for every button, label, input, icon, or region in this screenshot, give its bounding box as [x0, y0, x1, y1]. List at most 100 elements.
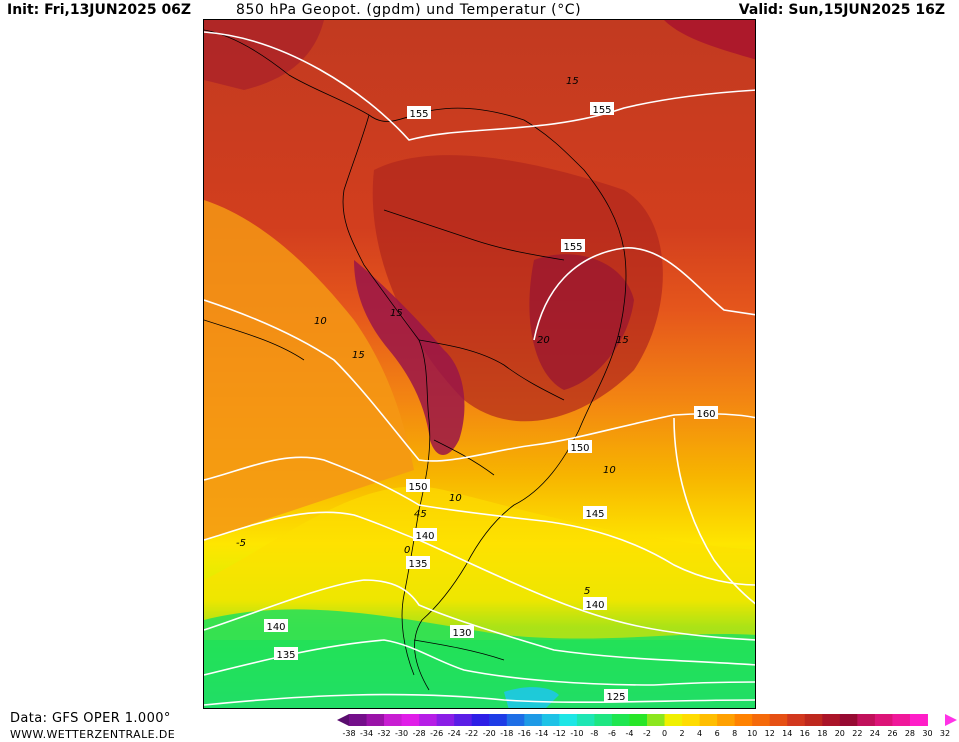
legend-tick-label: -30 [395, 729, 409, 738]
isohypses [204, 31, 755, 706]
legend-tick-label: 10 [747, 729, 758, 738]
legend-tick-label: -8 [590, 729, 599, 738]
valid-time-label: Valid: Sun,15JUN2025 16Z [738, 2, 945, 18]
isohypse-label: 135 [276, 650, 295, 661]
legend-swatch [576, 714, 595, 726]
legend-tick-label: 0 [661, 729, 668, 738]
legend-tick-label: -6 [607, 729, 616, 738]
legend-swatch [594, 714, 613, 726]
legend-tick-label: -4 [625, 729, 634, 738]
legend-swatch [419, 714, 438, 726]
legend-swatch [857, 714, 876, 726]
legend-swatch [787, 714, 806, 726]
legend-tick-label: -20 [482, 729, 496, 738]
legend-swatch [524, 714, 543, 726]
temp-band-yellow [204, 486, 755, 640]
legend-tick-label: 14 [782, 729, 793, 738]
isohypse-label: 155 [409, 109, 428, 120]
legend-swatch [506, 714, 525, 726]
temperature-legend-bar [337, 714, 957, 726]
weather-map: 155 155 155 150 150 145 140 140 140 135 … [203, 19, 756, 709]
isotherm-label: 15 [352, 350, 365, 361]
temp-hot-northeast [664, 20, 755, 60]
isotherm-label: 15 [616, 335, 629, 346]
legend-swatch [471, 714, 490, 726]
legend-tick-label: -2 [643, 729, 651, 738]
isotherm-label: 10 [449, 493, 462, 504]
legend-arrow-right [945, 714, 957, 726]
legend-tick-label: -26 [430, 729, 444, 738]
legend-swatch [489, 714, 508, 726]
legend-swatch [874, 714, 893, 726]
isotherm-label: 0 [404, 545, 410, 556]
isohypse-label: 140 [266, 622, 285, 633]
isotherm-label: 45 [414, 509, 427, 520]
legend-tick-label: -38 [342, 729, 356, 738]
legend-swatch [682, 714, 701, 726]
legend-tick-label: -18 [500, 729, 514, 738]
legend-swatch [909, 714, 928, 726]
legend-swatch [804, 714, 823, 726]
isotherm-label: 20 [537, 335, 550, 346]
legend-swatch [839, 714, 858, 726]
legend-tick-label: 28 [904, 729, 916, 738]
isohypse-label: 130 [452, 628, 471, 639]
legend-tick-label: 6 [714, 729, 720, 738]
isohypse-label: 145 [585, 509, 604, 520]
legend-swatch [717, 714, 736, 726]
legend-swatch [366, 714, 385, 726]
legend-tick-label: -28 [412, 729, 426, 738]
legend-swatch [647, 714, 666, 726]
coastlines [204, 29, 627, 691]
legend-swatch [401, 714, 420, 726]
legend-tick-label: 4 [697, 729, 703, 738]
legend-tick-label: 12 [764, 729, 775, 738]
legend-tick-label: 32 [939, 729, 951, 738]
isotherm-label: 10 [603, 465, 616, 476]
temp-band-green [204, 609, 755, 708]
legend-swatch [384, 714, 403, 726]
map-title: 850 hPa Geopot. (gpdm) und Temperatur (°… [236, 2, 582, 18]
isotherm-label: 5 [584, 586, 590, 597]
geopotential-labels: 155 155 155 150 150 145 140 140 140 135 … [264, 102, 718, 703]
isohypse-label: 155 [592, 105, 611, 116]
legend-tick-label: 26 [887, 729, 898, 738]
isohypse-label: 160 [696, 409, 715, 420]
init-time-label: Init: Fri,13JUN2025 06Z [7, 2, 192, 18]
legend-tick-label: 16 [799, 729, 810, 738]
legend-tick-label: 8 [732, 729, 738, 738]
legend-swatch [734, 714, 753, 726]
temp-band-cyan [504, 687, 559, 708]
legend-arrow-left [337, 714, 349, 726]
isotherm-label: 15 [566, 76, 579, 87]
legend-tick-label: -24 [447, 729, 461, 738]
isotherm-label: 10 [314, 316, 327, 327]
legend-swatch [664, 714, 683, 726]
legend-tick-label: 30 [922, 729, 933, 738]
isohypse-label: 150 [570, 443, 589, 454]
website-label: WWW.WETTERZENTRALE.DE [10, 728, 176, 741]
isohypse-label: 140 [585, 600, 604, 611]
isotherm-label: 15 [390, 308, 403, 319]
legend-swatch [699, 714, 718, 726]
legend-swatch [559, 714, 578, 726]
legend-swatch [454, 714, 473, 726]
legend-swatch [822, 714, 841, 726]
legend-tick-label: -34 [359, 729, 374, 738]
temp-hot-northwest [204, 20, 324, 90]
legend-tick-label: 18 [817, 729, 828, 738]
legend-tick-label: -16 [517, 729, 531, 738]
temperature-labels: 15 15 10 15 20 15 10 10 5 0 -5 45 [236, 76, 629, 597]
legend-swatch [611, 714, 630, 726]
isohypse-label: 140 [415, 531, 434, 542]
temperature-legend-labels: -38 -34 -32 -30 -28 -26 -24 -22 -20 -18 -16 -14 -12-… [337, 729, 957, 740]
legend-tick-label: 2 [679, 729, 685, 738]
isohypse-label: 135 [408, 559, 427, 570]
legend-tick-label: -14 [535, 729, 549, 738]
legend-tick-label: -12 [552, 729, 566, 738]
legend-swatch [436, 714, 455, 726]
temp-hot-andes [354, 260, 465, 455]
isohypse-label: 155 [563, 242, 582, 253]
legend-swatch [892, 714, 911, 726]
legend-swatch [349, 714, 368, 726]
